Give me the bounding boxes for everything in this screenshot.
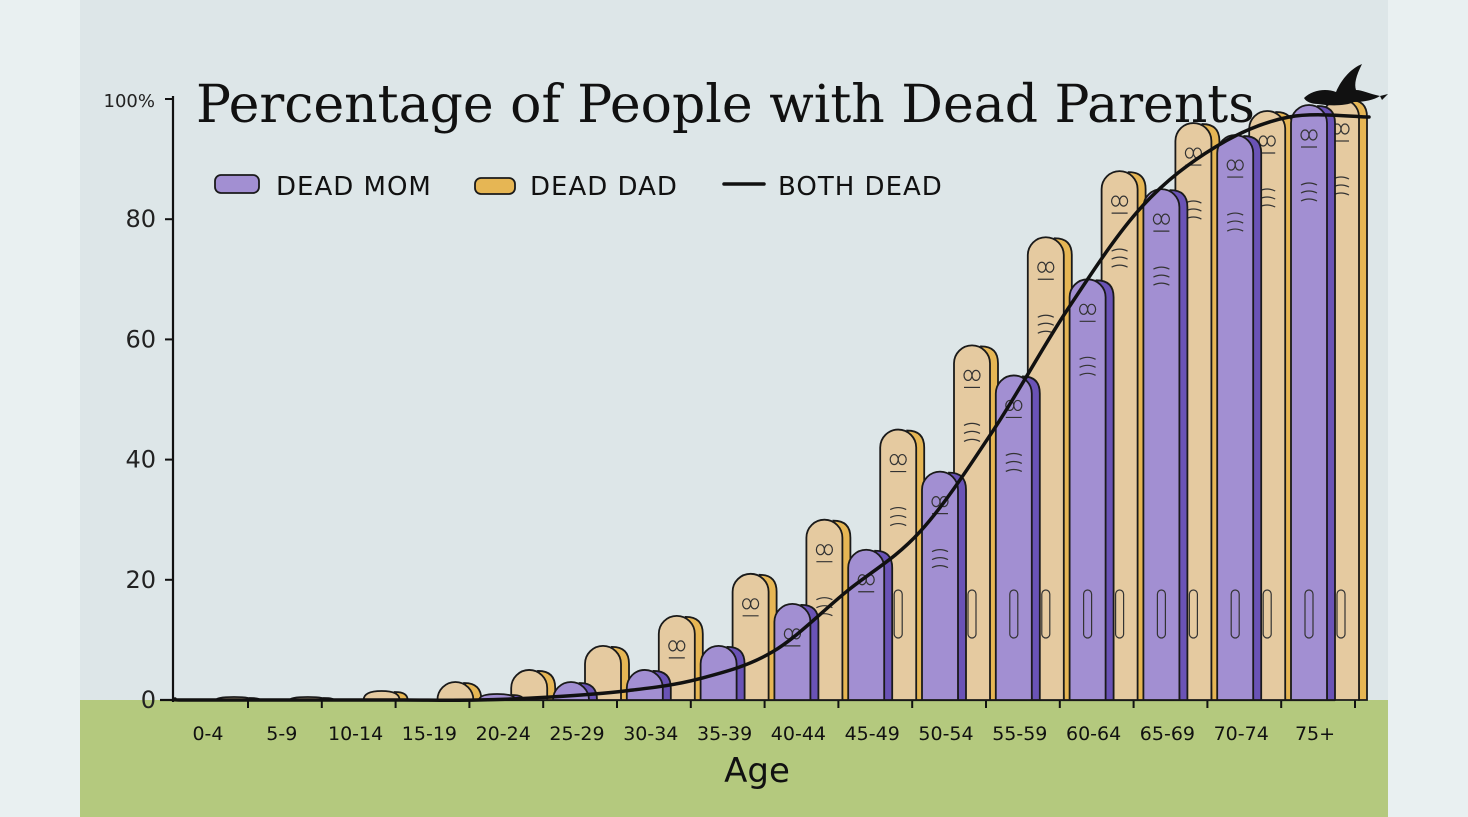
mom-bar-75 (1290, 104, 1336, 701)
x-tick-label-65-69: 65-69 (1140, 723, 1195, 745)
x-tick-label-50-54: 50-54 (918, 723, 973, 745)
legend-label-both-dead: BOTH DEAD (778, 172, 943, 202)
y-tick-label: 40 (125, 446, 156, 474)
x-axis-label: Age (724, 751, 790, 791)
x-tick-label-75: 75+ (1295, 723, 1335, 745)
mom-bar-70-74 (1216, 134, 1263, 701)
legend-label-dead-dad: DEAD DAD (530, 172, 678, 202)
both-dead-line (172, 113, 1371, 702)
y-tick-label: 100% (104, 91, 155, 112)
dad-bar-15-19 (436, 681, 483, 701)
y-tick-label: 80 (125, 205, 156, 233)
x-tick-label-10-14: 10-14 (328, 723, 383, 745)
bars (215, 98, 1368, 701)
x-tick-label-0-4: 0-4 (192, 723, 223, 745)
mom-bar-35-39 (699, 645, 746, 701)
ground-strip (80, 700, 1388, 817)
dad-bar-20-24 (510, 669, 557, 701)
legend-swatch-dead-dad (474, 177, 516, 195)
mom-bar-40-44 (773, 602, 820, 701)
mom-bar-50-54 (921, 470, 967, 701)
crow-icon (1304, 64, 1388, 106)
legend-label-dead-mom: DEAD MOM (276, 172, 432, 202)
x-tick-label-70-74: 70-74 (1214, 723, 1269, 745)
dad-bar-25-29 (584, 645, 630, 701)
mom-bar-55-59 (994, 374, 1041, 701)
x-tick-label-5-9: 5-9 (266, 723, 297, 745)
chart-title: Percentage of People with Dead Parents (196, 75, 1255, 135)
y-axis-ticks: 0 20 40 60 80 100% (104, 91, 173, 714)
legend: DEAD MOM DEAD DAD BOTH DEAD (214, 172, 943, 202)
x-tick-label-60-64: 60-64 (1066, 723, 1121, 745)
x-tick-label-30-34: 30-34 (623, 723, 678, 745)
x-tick-label-55-59: 55-59 (992, 723, 1047, 745)
mom-bar-65-69 (1142, 188, 1189, 701)
x-tick-label-35-39: 35-39 (697, 723, 752, 745)
x-axis-ticks: 0-4 5-9 10-14 15-19 20-24 25-29 30-34 35-39 40-4… (192, 700, 1356, 745)
x-tick-label-40-44: 40-44 (771, 723, 826, 745)
legend-swatch-dead-mom (214, 174, 260, 194)
y-tick-label: 60 (125, 325, 156, 353)
y-tick-label: 0 (141, 686, 156, 714)
x-tick-label-15-19: 15-19 (402, 723, 457, 745)
x-tick-label-25-29: 25-29 (549, 723, 604, 745)
mom-bar-60-64 (1068, 278, 1115, 701)
x-tick-label-45-49: 45-49 (845, 723, 900, 745)
x-tick-label-20-24: 20-24 (476, 723, 531, 745)
y-tick-label: 20 (125, 566, 156, 594)
both-dead-line-layer (172, 113, 1371, 702)
dad-bar-10-14 (362, 690, 409, 701)
